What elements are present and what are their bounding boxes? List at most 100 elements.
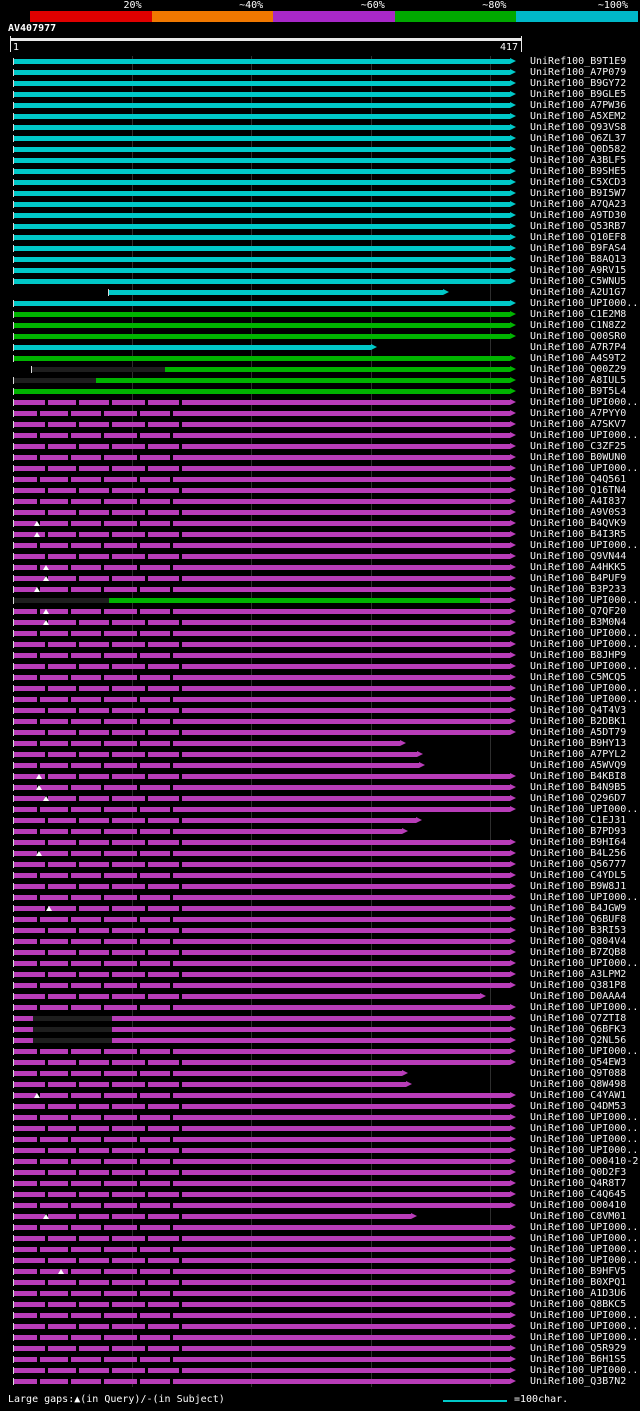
alignment-bar[interactable] [14, 840, 510, 845]
subject-label[interactable]: UniRef100_C1N8Z2 [530, 320, 627, 331]
subject-label[interactable]: UniRef100_Q804V4 [530, 936, 627, 947]
subject-label[interactable]: UniRef100_UPI000.. [530, 661, 639, 672]
subject-label[interactable]: UniRef100_UPI000.. [530, 463, 639, 474]
subject-label[interactable]: UniRef100_Q0D582 [530, 144, 627, 155]
alignment-bar[interactable] [14, 983, 510, 988]
alignment-bar[interactable] [14, 554, 510, 559]
subject-label[interactable]: UniRef100_B4N9B5 [530, 782, 627, 793]
subject-label[interactable]: UniRef100_UPI000.. [530, 1002, 639, 1013]
alignment-bar[interactable] [111, 1027, 510, 1032]
subject-label[interactable]: UniRef100_UPI000.. [530, 1233, 639, 1244]
alignment-bar[interactable] [14, 1071, 402, 1076]
subject-label[interactable]: UniRef100_A1D3U6 [530, 1288, 627, 1299]
subject-label[interactable]: UniRef100_A7PYL2 [530, 749, 627, 760]
alignment-bar[interactable] [14, 1192, 510, 1197]
alignment-bar[interactable] [14, 1082, 407, 1087]
subject-label[interactable]: UniRef100_UPI000.. [530, 1244, 639, 1255]
alignment-bar[interactable] [14, 1049, 510, 1054]
alignment-bar[interactable] [14, 1280, 510, 1285]
alignment-bar[interactable] [14, 895, 510, 900]
subject-label[interactable]: UniRef100_UPI000.. [530, 1112, 639, 1123]
alignment-bar[interactable] [14, 433, 510, 438]
subject-label[interactable]: UniRef100_UPI000.. [530, 804, 639, 815]
subject-label[interactable]: UniRef100_C1E2M8 [530, 309, 627, 320]
subject-label[interactable]: UniRef100_B7PD93 [530, 826, 627, 837]
alignment-bar[interactable] [14, 1302, 510, 1307]
subject-label[interactable]: UniRef100_UPI000.. [530, 1255, 639, 1266]
alignment-bar[interactable] [14, 114, 510, 119]
subject-label[interactable]: UniRef100_UPI000.. [530, 694, 639, 705]
alignment-bar[interactable] [14, 829, 402, 834]
subject-label[interactable]: UniRef100_Q9T088 [530, 1068, 627, 1079]
subject-label[interactable]: UniRef100_A5XEM2 [530, 111, 627, 122]
subject-label[interactable]: UniRef100_B4KBI8 [530, 771, 627, 782]
alignment-bar[interactable] [14, 356, 510, 361]
subject-label[interactable]: UniRef100_Q54EW3 [530, 1057, 627, 1068]
subject-label[interactable]: UniRef100_Q00Z29 [530, 364, 627, 375]
alignment-bar[interactable] [14, 708, 510, 713]
subject-label[interactable]: UniRef100_Q9VN44 [530, 551, 627, 562]
subject-label[interactable]: UniRef100_A8IUL5 [530, 375, 627, 386]
alignment-bar[interactable] [14, 862, 510, 867]
alignment-bar[interactable] [14, 136, 510, 141]
alignment-bar[interactable] [165, 367, 510, 372]
alignment-bar[interactable] [14, 1368, 510, 1373]
subject-label[interactable]: UniRef100_A7R7P4 [530, 342, 627, 353]
alignment-bar[interactable] [14, 1104, 510, 1109]
alignment-bar[interactable] [14, 1214, 412, 1219]
alignment-bar[interactable] [14, 939, 510, 944]
alignment-bar[interactable] [14, 664, 510, 669]
alignment-bar[interactable] [14, 917, 510, 922]
alignment-bar[interactable] [14, 642, 510, 647]
alignment-bar[interactable] [14, 763, 420, 768]
subject-label[interactable]: UniRef100_UPI000.. [530, 1332, 639, 1343]
subject-label[interactable]: UniRef100_B9HI64 [530, 837, 627, 848]
subject-label[interactable]: UniRef100_Q16TN4 [530, 485, 627, 496]
subject-label[interactable]: UniRef100_B3RI53 [530, 925, 627, 936]
alignment-bar[interactable] [14, 466, 510, 471]
alignment-bar[interactable] [14, 477, 510, 482]
alignment-bar[interactable] [14, 1170, 510, 1175]
subject-label[interactable]: UniRef100_C8VM01 [530, 1211, 627, 1222]
subject-label[interactable]: UniRef100_B4I3R5 [530, 529, 627, 540]
alignment-bar[interactable] [14, 169, 510, 174]
subject-label[interactable]: UniRef100_C5MCQ5 [530, 672, 627, 683]
alignment-bar[interactable] [14, 312, 510, 317]
subject-label[interactable]: UniRef100_A5WVQ9 [530, 760, 627, 771]
subject-label[interactable]: UniRef100_UPI000.. [530, 397, 639, 408]
subject-label[interactable]: UniRef100_B2DBK1 [530, 716, 627, 727]
subject-label[interactable]: UniRef100_A7QA23 [530, 199, 627, 210]
alignment-bar[interactable] [14, 202, 510, 207]
subject-label[interactable]: UniRef100_UPI000.. [530, 595, 639, 606]
alignment-bar[interactable] [14, 873, 510, 878]
subject-label[interactable]: UniRef100_B3P233 [530, 584, 627, 595]
subject-label[interactable]: UniRef100_B0XPQ1 [530, 1277, 627, 1288]
alignment-bar[interactable] [14, 389, 510, 394]
subject-label[interactable]: UniRef100_Q4T4V3 [530, 705, 627, 716]
subject-label[interactable]: UniRef100_Q00SR0 [530, 331, 627, 342]
alignment-bar[interactable] [14, 818, 416, 823]
subject-label[interactable]: UniRef100_Q8BKC5 [530, 1299, 627, 1310]
alignment-bar[interactable] [14, 158, 510, 163]
subject-label[interactable]: UniRef100_UPI000.. [530, 1310, 639, 1321]
alignment-bar[interactable] [14, 279, 510, 284]
subject-label[interactable]: UniRef100_B8JHP9 [530, 650, 627, 661]
subject-label[interactable]: UniRef100_B9FAS4 [530, 243, 627, 254]
alignment-bar[interactable] [14, 972, 510, 977]
subject-label[interactable]: UniRef100_A9RV15 [530, 265, 627, 276]
alignment-bar[interactable] [33, 1016, 112, 1021]
alignment-bar[interactable] [14, 213, 510, 218]
alignment-bar[interactable] [14, 323, 510, 328]
subject-label[interactable]: UniRef100_UPI000.. [530, 1222, 639, 1233]
alignment-bar[interactable] [14, 257, 510, 262]
alignment-bar[interactable] [14, 1203, 510, 1208]
alignment-bar[interactable] [111, 1038, 510, 1043]
alignment-bar[interactable] [14, 103, 510, 108]
alignment-bar[interactable] [14, 719, 510, 724]
alignment-bar[interactable] [14, 928, 510, 933]
subject-label[interactable]: UniRef100_UPI000.. [530, 1123, 639, 1134]
alignment-bar[interactable] [33, 1038, 112, 1043]
alignment-bar[interactable] [14, 565, 510, 570]
alignment-bar[interactable] [14, 653, 510, 658]
subject-label[interactable]: UniRef100_Q8W498 [530, 1079, 627, 1090]
